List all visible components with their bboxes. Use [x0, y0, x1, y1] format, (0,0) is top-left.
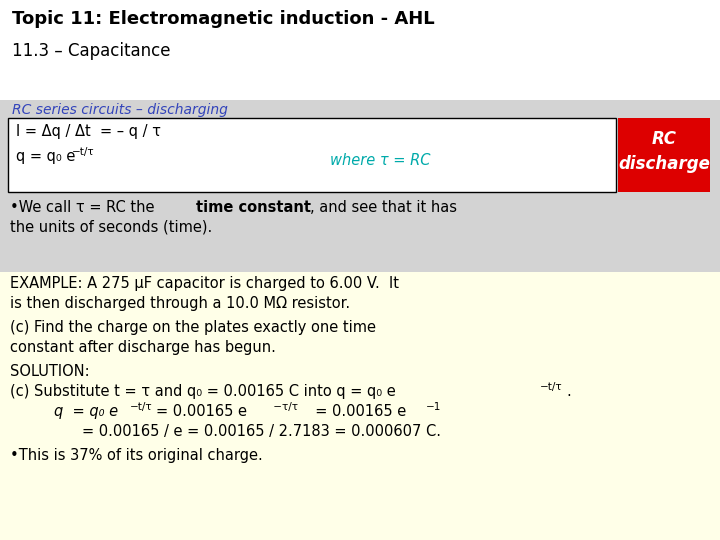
Text: −1: −1: [426, 402, 441, 412]
Text: 11.3 – Capacitance: 11.3 – Capacitance: [12, 42, 171, 60]
Text: is then discharged through a 10.0 MΩ resistor.: is then discharged through a 10.0 MΩ res…: [10, 296, 350, 311]
Text: q = q₀ e: q = q₀ e: [16, 149, 76, 164]
Text: time constant: time constant: [196, 200, 311, 215]
Text: , and see that it has: , and see that it has: [310, 200, 457, 215]
Text: RC: RC: [652, 130, 677, 148]
Text: SOLUTION:: SOLUTION:: [10, 364, 89, 379]
Text: the units of seconds (time).: the units of seconds (time).: [10, 220, 212, 235]
Text: = 0.00165 e: = 0.00165 e: [156, 404, 247, 419]
Text: RC series circuits – discharging: RC series circuits – discharging: [12, 103, 228, 117]
FancyBboxPatch shape: [8, 118, 616, 192]
Bar: [0, 100, 720, 272]
Text: discharge: discharge: [618, 155, 710, 173]
Text: q  = q₀ e: q = q₀ e: [54, 404, 118, 419]
Text: •This is 37% of its original charge.: •This is 37% of its original charge.: [10, 448, 263, 463]
Text: where τ = RC: where τ = RC: [330, 153, 431, 168]
Text: •We call τ = RC the: •We call τ = RC the: [10, 200, 159, 215]
Text: −τ/τ: −τ/τ: [270, 402, 298, 412]
Text: EXAMPLE: A 275 μF capacitor is charged to 6.00 V.  It: EXAMPLE: A 275 μF capacitor is charged t…: [10, 276, 399, 291]
Text: (c) Find the charge on the plates exactly one time: (c) Find the charge on the plates exactl…: [10, 320, 376, 335]
Bar: [0, 272, 720, 540]
Text: −t/τ: −t/τ: [130, 402, 153, 412]
Text: (c) Substitute t = τ and q₀ = 0.00165 C into q = q₀ e: (c) Substitute t = τ and q₀ = 0.00165 C …: [10, 384, 396, 399]
Text: I = Δq / Δt  = – q / τ: I = Δq / Δt = – q / τ: [16, 124, 161, 139]
Text: = 0.00165 / e = 0.00165 / 2.7183 = 0.000607 C.: = 0.00165 / e = 0.00165 / 2.7183 = 0.000…: [82, 424, 441, 439]
FancyBboxPatch shape: [618, 118, 710, 192]
Text: Topic 11: Electromagnetic induction - AHL: Topic 11: Electromagnetic induction - AH…: [12, 10, 435, 28]
Text: = 0.00165 e: = 0.00165 e: [306, 404, 406, 419]
Text: −t/τ: −t/τ: [540, 382, 562, 392]
Text: constant after discharge has begun.: constant after discharge has begun.: [10, 340, 276, 355]
Text: .: .: [566, 384, 571, 399]
Text: −t/τ: −t/τ: [72, 147, 94, 157]
